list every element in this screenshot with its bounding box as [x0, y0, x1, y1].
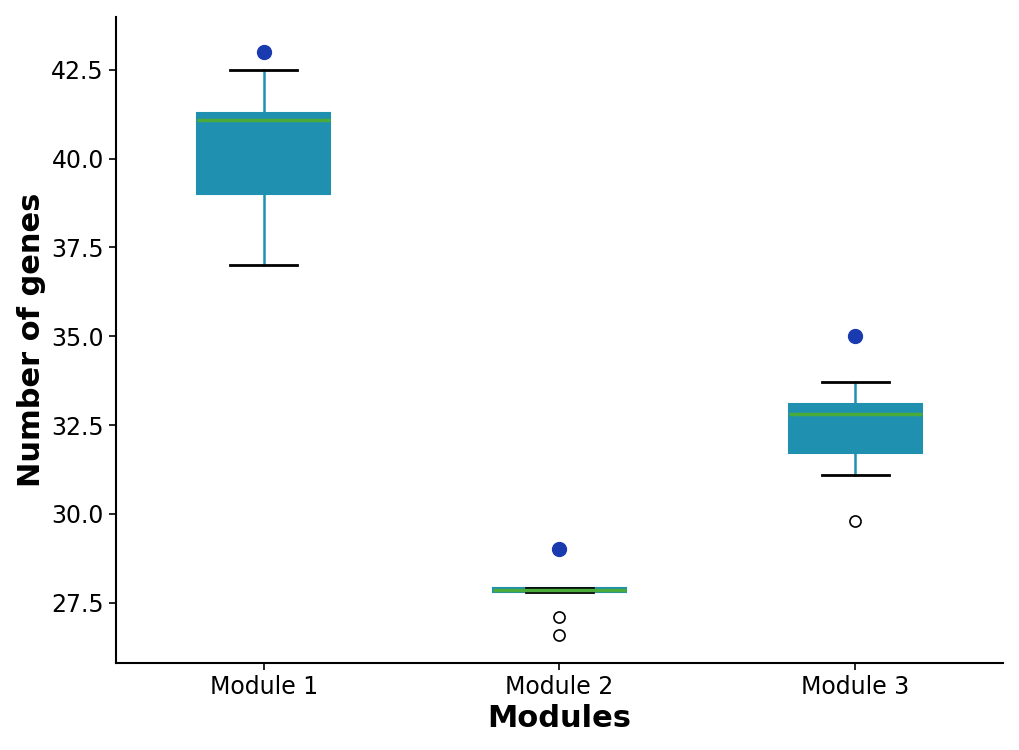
PathPatch shape [492, 589, 626, 592]
X-axis label: Modules: Modules [487, 704, 631, 734]
PathPatch shape [788, 404, 921, 454]
PathPatch shape [197, 112, 330, 194]
Y-axis label: Number of genes: Number of genes [16, 193, 46, 487]
